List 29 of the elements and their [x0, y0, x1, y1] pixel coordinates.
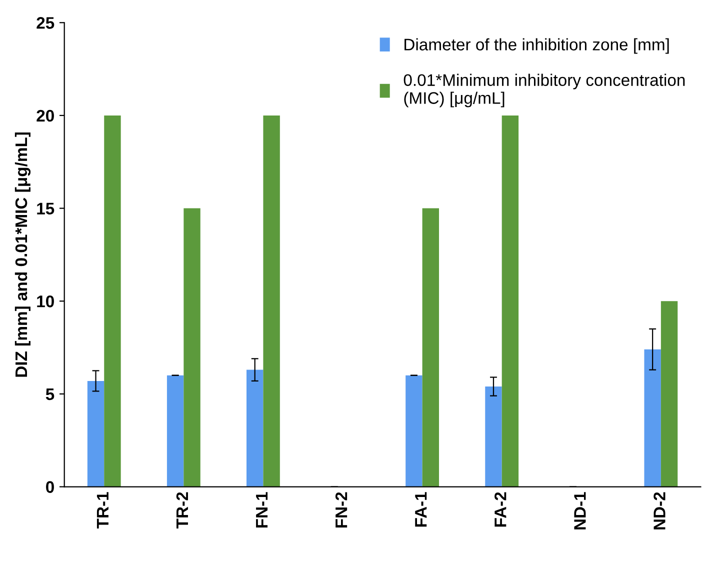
x-tick-label: FN-1	[256, 492, 268, 528]
bar	[166, 375, 184, 487]
x-tick-label: ND-1	[574, 492, 586, 530]
y-tick-label: 0	[46, 481, 54, 493]
legend-label: 0.01*Minimum inhibitory concentration (MIC) [μg/mL]	[404, 74, 685, 108]
x-tick-label: FA-2	[494, 492, 506, 527]
y-tick-label: 10	[37, 296, 54, 308]
y-tick-label: 20	[36, 110, 54, 122]
bar	[263, 115, 280, 487]
y-tick-label: 5	[46, 388, 54, 400]
bar	[485, 386, 502, 487]
bar	[87, 380, 104, 487]
bar	[660, 301, 678, 487]
x-tick-label: TR-2	[176, 492, 188, 528]
bar	[246, 370, 264, 487]
x-tick-label: ND-2	[654, 492, 666, 530]
bar	[422, 208, 439, 487]
legend-label: Diameter of the inhibition zone [mm]	[404, 38, 669, 54]
x-tick-label: FA-1	[415, 492, 427, 527]
bar	[104, 115, 121, 487]
x-tick-label: FN-2	[335, 492, 348, 528]
bar	[406, 375, 422, 487]
y-tick-label: 15	[37, 202, 54, 214]
bar	[644, 349, 661, 487]
y-tick-label: 25	[36, 17, 54, 29]
bar	[502, 115, 519, 487]
y-axis-title: DIZ [mm] and 0.01*MIC [μg/mL]	[14, 132, 31, 377]
x-tick-label: TR-1	[96, 492, 108, 528]
bar	[184, 208, 200, 487]
